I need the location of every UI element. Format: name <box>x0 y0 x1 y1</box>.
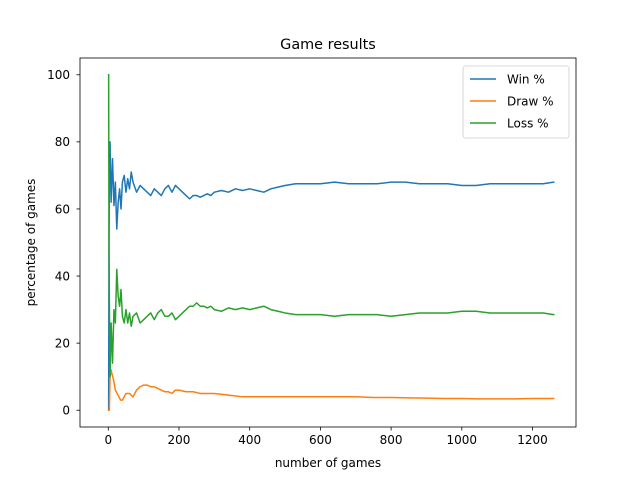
plot-frame <box>79 57 577 428</box>
x-tick-label: 1200 <box>517 433 548 447</box>
series-line-win <box>107 141 555 411</box>
y-tick-label: 80 <box>55 135 70 149</box>
y-tick-label: 20 <box>55 336 70 350</box>
series-layer <box>107 74 555 411</box>
x-tick-label: 600 <box>309 433 332 447</box>
legend-label: Loss % <box>507 116 549 130</box>
x-tick-label: 200 <box>168 433 191 447</box>
x-tick-label: 0 <box>104 433 112 447</box>
x-axis: 0 200 400 600 800 1000 1200 <box>104 427 548 447</box>
y-tick-label: 0 <box>62 404 70 418</box>
series-line-draw <box>107 369 555 411</box>
y-tick-label: 60 <box>55 202 70 216</box>
x-tick-label: 1000 <box>447 433 478 447</box>
legend-label: Win % <box>507 72 545 86</box>
y-tick-label: 40 <box>55 269 70 283</box>
legend: Win % Draw % Loss % <box>462 65 570 139</box>
chart-title: Game results <box>280 37 376 53</box>
legend-box <box>462 65 570 139</box>
x-axis-label: number of games <box>275 456 381 470</box>
series-line-loss <box>107 74 555 378</box>
y-tick-label: 100 <box>47 68 70 82</box>
x-tick-label: 800 <box>380 433 403 447</box>
x-tick-label: 400 <box>238 433 261 447</box>
y-axis: 0 20 40 60 80 100 <box>47 68 80 418</box>
legend-label: Draw % <box>507 94 554 108</box>
y-axis-label: percentage of games <box>24 179 38 307</box>
